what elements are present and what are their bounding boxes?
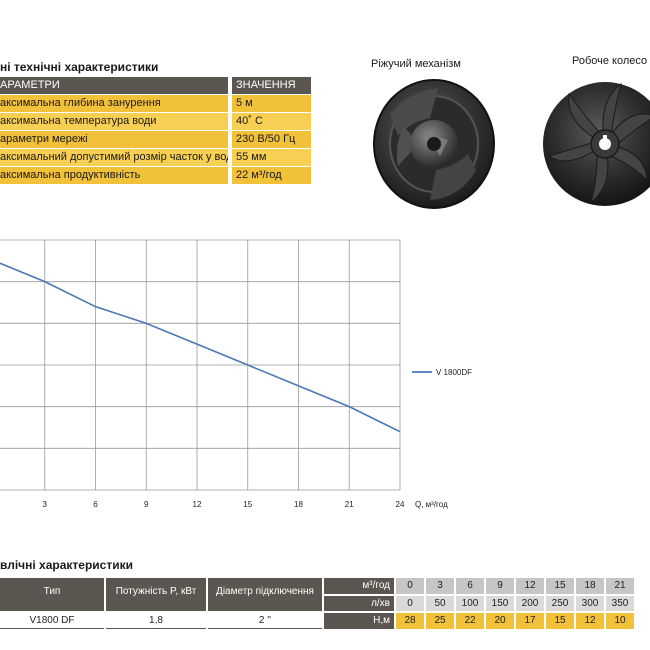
- diameter-cell: 2 '': [208, 613, 322, 629]
- spec-header-param: АРАМЕТРИ: [0, 77, 228, 94]
- head-cell: 20: [486, 613, 514, 629]
- x-tick-label: 15: [243, 500, 252, 509]
- spec-value: 5 м: [232, 95, 311, 112]
- chart-x-label: Q, м³/год: [415, 500, 448, 509]
- flow-lmin-cell: 0: [396, 596, 424, 611]
- flow-m3h-cell: 6: [456, 578, 484, 594]
- unit-lmin-label: л/хв: [324, 596, 394, 611]
- col-power-header: Потужність P, кВт: [106, 578, 206, 611]
- legend-label: V 1800DF: [436, 368, 472, 377]
- flow-m3h-cell: 15: [546, 578, 574, 594]
- flow-m3h-cell: 21: [606, 578, 634, 594]
- impeller-label: Робоче колесо: [572, 55, 648, 67]
- cutting-mechanism-label: Ріжучий механізм: [371, 58, 461, 70]
- flow-lmin-cell: 200: [516, 596, 544, 611]
- spec-row: аксимальна глибина занурення 5 м: [0, 95, 311, 112]
- chart-legend: V 1800DF: [412, 368, 472, 377]
- model-cell: V1800 DF: [0, 613, 104, 629]
- head-cell: 28: [396, 613, 424, 629]
- spec-param: аксимальна продуктивність: [0, 167, 228, 184]
- x-tick-label: 3: [43, 500, 48, 509]
- head-cell: 22: [456, 613, 484, 629]
- hydraulic-section-title: влічні характеристики: [0, 558, 133, 572]
- performance-chart: 3 6 9 12 15 18 21 24 V 1800DF Q, м³/год: [0, 239, 472, 509]
- spec-param: аксимальна глибина занурення: [0, 95, 228, 112]
- series-line: [0, 262, 401, 433]
- spec-row: аксимальний допустимий розмір часток у в…: [0, 149, 311, 166]
- head-cell: 17: [516, 613, 544, 629]
- cutting-mechanism-image: [373, 79, 495, 209]
- x-tick-label: 9: [144, 500, 149, 509]
- spec-value: 55 мм: [232, 149, 311, 166]
- unit-m3h-label: м³/год: [324, 578, 394, 594]
- col-type-header: Тип: [0, 578, 104, 611]
- chart-grid: [0, 239, 401, 491]
- head-cell: 15: [546, 613, 574, 629]
- x-tick-label: 21: [345, 500, 354, 509]
- spec-header-value: ЗНАЧЕННЯ: [232, 77, 311, 94]
- spec-param: аксимальна температура води: [0, 113, 228, 130]
- col-diameter-header: Діаметр підключення: [208, 578, 322, 611]
- head-cell: 12: [576, 613, 604, 629]
- flow-m3h-cell: 12: [516, 578, 544, 594]
- spec-param: араметри мережі: [0, 131, 228, 148]
- impeller-image: [543, 82, 650, 206]
- flow-m3h-cell: 18: [576, 578, 604, 594]
- chart-series: [0, 262, 401, 433]
- flow-lmin-cell: 300: [576, 596, 604, 611]
- spec-value: 230 В/50 Гц: [232, 131, 311, 148]
- chart-x-ticks: 3 6 9 12 15 18 21 24: [43, 500, 405, 509]
- flow-lmin-cell: 150: [486, 596, 514, 611]
- power-cell: 1,8: [106, 613, 206, 629]
- head-cell: 10: [606, 613, 634, 629]
- x-tick-label: 6: [93, 500, 98, 509]
- head-cell: 25: [426, 613, 454, 629]
- unit-h-label: Н,м: [324, 613, 394, 629]
- spec-table-header: АРАМЕТРИ ЗНАЧЕННЯ: [0, 77, 311, 94]
- x-tick-label: 24: [396, 500, 405, 509]
- flow-lmin-cell: 350: [606, 596, 634, 611]
- spec-param: аксимальний допустимий розмір часток у в…: [0, 149, 228, 166]
- spec-table: АРАМЕТРИ ЗНАЧЕННЯ аксимальна глибина зан…: [0, 77, 311, 185]
- spec-section-title: ні технічні характеристики: [0, 60, 159, 74]
- flow-m3h-cell: 9: [486, 578, 514, 594]
- flow-lmin-cell: 50: [426, 596, 454, 611]
- spec-row: аксимальна температура води 40˚ C: [0, 113, 311, 130]
- spec-row: араметри мережі 230 В/50 Гц: [0, 131, 311, 148]
- spec-value: 40˚ C: [232, 113, 311, 130]
- x-tick-label: 18: [294, 500, 303, 509]
- flow-m3h-cell: 3: [426, 578, 454, 594]
- flow-lmin-cell: 250: [546, 596, 574, 611]
- x-tick-label: 12: [193, 500, 202, 509]
- flow-m3h-cell: 0: [396, 578, 424, 594]
- spec-row: аксимальна продуктивність 22 м³/год: [0, 167, 311, 184]
- spec-value: 22 м³/год: [232, 167, 311, 184]
- flow-lmin-cell: 100: [456, 596, 484, 611]
